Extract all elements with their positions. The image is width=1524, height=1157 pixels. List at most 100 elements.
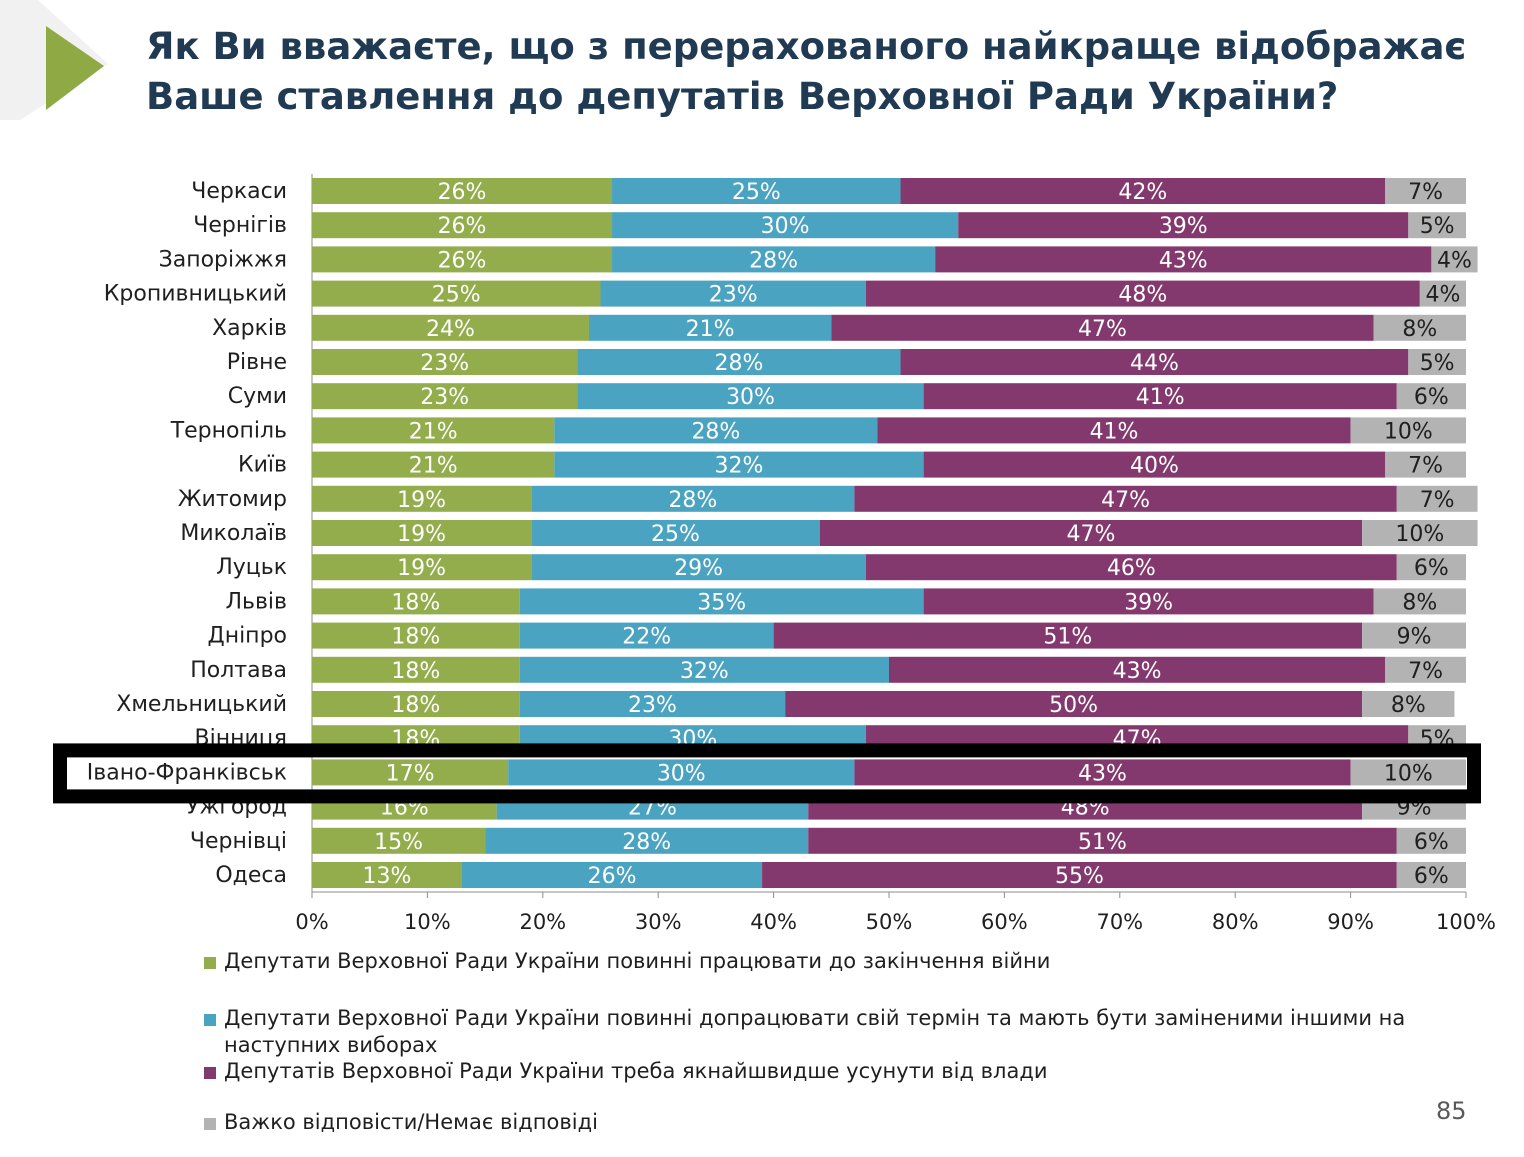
data-label: 28%: [749, 248, 798, 273]
bar-segment: [519, 588, 924, 615]
category-label: Чернігів: [193, 213, 287, 238]
bar-segment: [1362, 622, 1466, 649]
bar-segment: [1385, 656, 1466, 683]
bar-segment: [577, 349, 901, 375]
data-label: 29%: [674, 556, 723, 581]
data-label: 6%: [1414, 830, 1449, 855]
data-label: 26%: [438, 180, 487, 205]
bar-segment: [519, 656, 889, 683]
data-label: 28%: [715, 351, 764, 376]
data-label: 46%: [1107, 556, 1156, 581]
stacked-bar-chart: Черкаси 26% 25% 42% 7% Чернігів 26% 30% 39% 5% Зап…: [53, 174, 1496, 934]
bar-segment: [312, 759, 509, 786]
data-label: 41%: [1090, 419, 1139, 444]
data-label: 47%: [1101, 488, 1150, 513]
bar-segment: [312, 691, 520, 717]
data-label: 28%: [622, 830, 671, 855]
bar-segment: [900, 349, 1409, 375]
category-label: Дніпро: [208, 624, 288, 649]
data-label: 25%: [432, 283, 481, 308]
bar-segment: [462, 862, 763, 888]
category-label: Запоріжжя: [159, 247, 287, 272]
category-label: Харків: [212, 316, 287, 341]
bar-segment: [1396, 554, 1466, 581]
data-label: 5%: [1420, 351, 1455, 376]
bar-segment: [877, 417, 1351, 444]
bar-segment: [508, 759, 855, 786]
category-label: Суми: [228, 384, 287, 409]
data-label: 18%: [391, 659, 440, 684]
data-label: 25%: [732, 180, 781, 205]
x-tick-label: 40%: [750, 910, 797, 934]
bar-segment: [889, 656, 1386, 683]
bar-segment: [958, 212, 1409, 239]
data-label: 43%: [1078, 761, 1127, 786]
data-label: 39%: [1159, 214, 1208, 239]
bar-segment: [531, 485, 855, 512]
x-tick-label: 70%: [1096, 910, 1143, 934]
category-label: Кропивницький: [104, 282, 287, 307]
legend-swatch-purple: [204, 1067, 216, 1079]
data-label: 41%: [1136, 385, 1185, 410]
bar-segment: [1396, 827, 1466, 854]
x-tick-label: 80%: [1212, 910, 1259, 934]
bar-segment: [1385, 451, 1466, 478]
bar-segment: [900, 178, 1386, 204]
data-label: 44%: [1130, 351, 1179, 376]
bar-segment: [519, 622, 774, 649]
data-label: 17%: [386, 761, 435, 786]
bar-segment: [1419, 280, 1466, 307]
bar-segment: [519, 691, 786, 717]
decorative-arrow-icon: [0, 0, 108, 120]
data-label: 47%: [1066, 522, 1115, 547]
data-label: 39%: [1124, 590, 1173, 615]
data-label: 35%: [697, 590, 746, 615]
category-label: Житомир: [178, 487, 287, 512]
category-label: Івано-Франківськ: [87, 760, 287, 785]
bar-segment: [312, 349, 578, 375]
data-label: 22%: [622, 625, 671, 650]
data-label: 21%: [409, 454, 458, 479]
bar-segment: [312, 383, 578, 410]
bar-segment: [1431, 246, 1478, 273]
data-label: 30%: [726, 385, 775, 410]
bar-segment: [1408, 349, 1466, 375]
data-label: 6%: [1414, 385, 1449, 410]
data-label: 47%: [1078, 317, 1127, 342]
bar-segment: [312, 451, 555, 478]
bar-segment: [588, 314, 832, 341]
legend-item-finish-term: Депутати Верховної Ради України повинні …: [204, 1005, 1444, 1059]
bar-segment: [1408, 212, 1466, 239]
bar-segment: [785, 691, 1363, 717]
data-label: 7%: [1408, 454, 1443, 479]
legend-label: Депутати Верховної Ради України повинні …: [224, 1006, 1406, 1057]
bar-segment: [612, 246, 936, 273]
page-title: Як Ви вважаєте, що з перерахованого найк…: [146, 22, 1486, 122]
x-tick-label: 60%: [981, 910, 1028, 934]
bar-segment: [819, 520, 1363, 546]
legend-label: Депутатів Верховної Ради України треба я…: [224, 1059, 1048, 1083]
bar-segment: [1385, 178, 1466, 204]
data-label: 21%: [686, 317, 735, 342]
legend-item-hard-to-say: Важко відповісти/Немає відповіді: [204, 1109, 1444, 1136]
data-label: 24%: [426, 317, 475, 342]
bar-segment: [1362, 691, 1455, 717]
x-tick-label: 100%: [1436, 910, 1496, 934]
bar-segment: [312, 417, 555, 444]
data-label: 7%: [1408, 659, 1443, 684]
highlight-frame: [53, 743, 1481, 804]
data-label: 10%: [1384, 419, 1433, 444]
data-label: 6%: [1414, 556, 1449, 581]
category-label: Одеса: [215, 863, 287, 888]
x-tick-label: 90%: [1327, 910, 1374, 934]
title-line-1: Як Ви вважаєте, що з перерахованого найк…: [146, 25, 1467, 68]
data-label: 48%: [1118, 283, 1167, 308]
data-label: 19%: [397, 522, 446, 547]
bar-segment: [854, 759, 1351, 786]
bar-segment: [312, 554, 532, 581]
bar-segment: [1373, 314, 1466, 341]
data-label: 6%: [1414, 864, 1449, 889]
bar-segment: [612, 212, 959, 239]
bar-segment: [865, 280, 1420, 307]
data-label: 28%: [668, 488, 717, 513]
